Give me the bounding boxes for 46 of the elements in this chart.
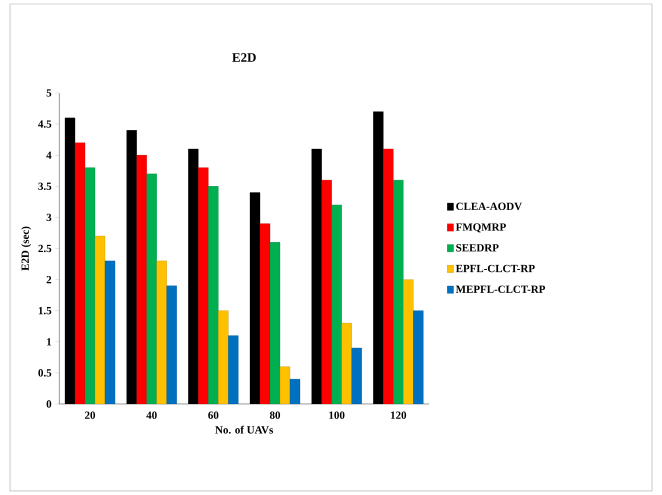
legend-label: SEEDRP [456,244,499,252]
bar [198,167,208,404]
y-tick-label: 4.5 [38,120,52,128]
bar [413,310,424,404]
bar [136,155,147,404]
bar [332,204,342,404]
x-tick-label: 120 [390,412,406,419]
y-tick-label: 3 [46,214,52,222]
y-tick-label: 3.5 [38,182,52,190]
legend-label: CLEA-AODV [456,202,522,210]
bar [260,223,270,404]
bar [84,167,96,404]
bar [228,335,238,404]
bar [352,348,362,404]
legend-label: FMQMRP [456,223,506,232]
bar [156,260,167,404]
y-tick-label: 0.5 [38,369,52,377]
bar [166,286,177,404]
bar [393,180,404,404]
y-tick-label: 1 [47,338,52,346]
x-tick-label: 60 [208,412,218,419]
y-tick-label: 2 [46,276,52,284]
bar [322,180,332,404]
x-tick-label: 80 [270,412,280,419]
bar [383,148,394,404]
y-tick-label: 2.5 [38,244,52,252]
y-tick-label: 0 [46,400,52,408]
bar [74,142,86,404]
bar [218,310,228,404]
x-tick-label: 40 [146,412,157,419]
legend-label: EPFL-CLCT-RP [456,264,535,272]
legend-label: MEPFL-CLCT-RP [456,286,546,293]
bar [94,236,106,404]
y-tick-label: 5 [46,89,52,97]
bar [146,174,157,404]
y-tick-label: 1.5 [38,306,52,314]
bar [270,242,280,404]
bar [403,279,414,404]
x-tick-label: 20 [84,412,96,419]
bar [208,186,218,404]
bar [342,322,352,404]
y-axis-title: E2D (sec) [21,226,32,271]
x-axis-title: No. of UAVs [215,426,274,434]
y-tick-label: 4 [46,152,52,159]
chart-title: E2D [232,53,256,62]
x-tick-label: 100 [329,412,344,419]
